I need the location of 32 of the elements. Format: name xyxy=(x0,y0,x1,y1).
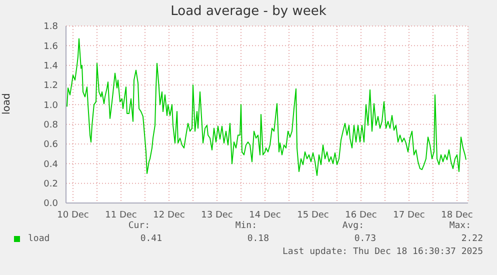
x-tick-label: 12 Dec xyxy=(153,210,185,220)
y-tick-label: 0.4 xyxy=(44,160,58,170)
y-tick-label: 1.0 xyxy=(44,100,58,111)
y-tick-label: 0.2 xyxy=(44,180,58,190)
x-tick-label: 18 Dec xyxy=(441,210,473,220)
x-tick-label: 11 Dec xyxy=(105,210,137,220)
text: 0.41 xyxy=(140,234,162,244)
line-series xyxy=(66,38,466,176)
y-tick-label: 0.6 xyxy=(44,140,58,150)
y-tick-label: 1.6 xyxy=(44,42,58,52)
text: 0.18 xyxy=(247,234,269,244)
x-tick-label: 10 Dec xyxy=(57,210,89,220)
x-tick-label: 13 Dec xyxy=(201,210,233,220)
y-tick-label: 0.0 xyxy=(44,199,58,210)
text: 0.73 xyxy=(354,234,376,244)
y-axis-title: load xyxy=(2,93,13,114)
text: Avg: xyxy=(342,221,364,231)
x-tick-label: 17 Dec xyxy=(393,210,425,220)
y-tick-label: 1.8 xyxy=(44,22,58,32)
chart-title: Load average - by week xyxy=(170,4,328,19)
x-tick-label: 14 Dec xyxy=(249,210,281,220)
text: 2.22 xyxy=(461,234,483,244)
text: Max: xyxy=(449,221,471,231)
y-tick-label: 1.2 xyxy=(44,81,58,92)
text: Last update: Thu Dec 18 16:30:37 2025 xyxy=(282,247,483,257)
legend-label: load xyxy=(28,234,50,244)
text: Cur: xyxy=(128,221,150,231)
x-tick-label: 16 Dec xyxy=(345,210,377,220)
x-tick-label: 15 Dec xyxy=(297,210,329,220)
text: Min: xyxy=(235,221,257,231)
y-tick-label: 1.4 xyxy=(44,62,58,72)
y-tick-label: 0.8 xyxy=(44,120,58,131)
